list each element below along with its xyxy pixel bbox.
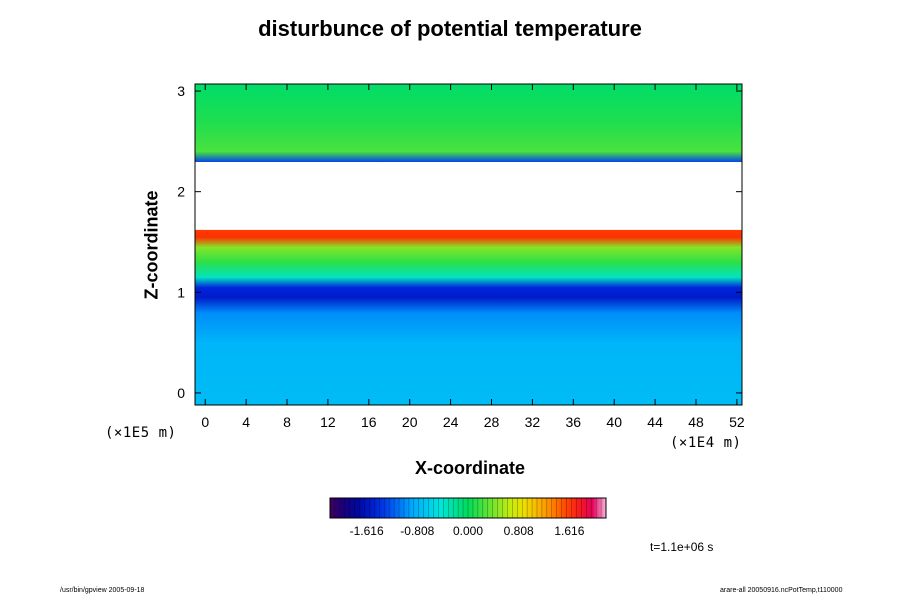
x-tick-label: 52 xyxy=(729,414,745,430)
chart-title: disturbunce of potential temperature xyxy=(258,16,642,41)
colorbar-tick-label: -1.616 xyxy=(350,524,384,538)
field-band xyxy=(195,151,742,162)
y-axis-unit: (×1E5 m) xyxy=(105,425,177,441)
colorbar-tick-label: -0.808 xyxy=(400,524,434,538)
y-axis-label: Z-coordinate xyxy=(141,190,162,300)
x-axis-unit: (×1E4 m) xyxy=(670,435,742,451)
field-band xyxy=(195,342,742,405)
field-band xyxy=(195,84,742,122)
time-label: t=1.1e+06 s xyxy=(650,540,714,554)
colorbar-tick-label: 0.808 xyxy=(504,524,534,538)
x-tick-label: 0 xyxy=(201,414,209,430)
field-band xyxy=(195,297,742,313)
y-tick-label: 3 xyxy=(177,83,185,99)
x-tick-label: 28 xyxy=(484,414,500,430)
colorbar-frame xyxy=(329,497,607,519)
x-tick-label: 44 xyxy=(647,414,663,430)
x-tick-label: 16 xyxy=(361,414,377,430)
colorbar-tick-label: 1.616 xyxy=(554,524,584,538)
footer-file: arare-all 20050916.ncPotTemp,t110000 xyxy=(720,587,843,594)
x-tick-label: 24 xyxy=(443,414,459,430)
field-band xyxy=(195,287,742,298)
field-band xyxy=(195,312,742,344)
x-tick-label: 32 xyxy=(525,414,541,430)
y-tick-label: 1 xyxy=(177,284,185,300)
x-tick-label: 20 xyxy=(402,414,418,430)
x-axis-label: X-coordinate xyxy=(414,458,525,478)
field-band xyxy=(195,277,742,288)
footer-command: /usr/bin/gpview 2005-09-18 xyxy=(60,587,145,594)
y-tick-label: 0 xyxy=(177,385,185,401)
plot-frame xyxy=(194,83,743,406)
field-band xyxy=(195,262,742,278)
field-band xyxy=(195,236,742,248)
x-tick-label: 36 xyxy=(566,414,582,430)
field-band xyxy=(195,247,742,263)
field-band xyxy=(195,229,742,238)
x-tick-label: 12 xyxy=(320,414,336,430)
x-tick-label: 4 xyxy=(242,414,250,430)
x-tick-label: 48 xyxy=(688,414,704,430)
y-tick-label: 2 xyxy=(177,184,185,200)
field xyxy=(195,84,742,405)
x-tick-label: 40 xyxy=(606,414,622,430)
x-tick-label: 8 xyxy=(283,414,291,430)
field-band xyxy=(195,121,742,152)
colorbar-tick-label: 0.000 xyxy=(453,524,483,538)
